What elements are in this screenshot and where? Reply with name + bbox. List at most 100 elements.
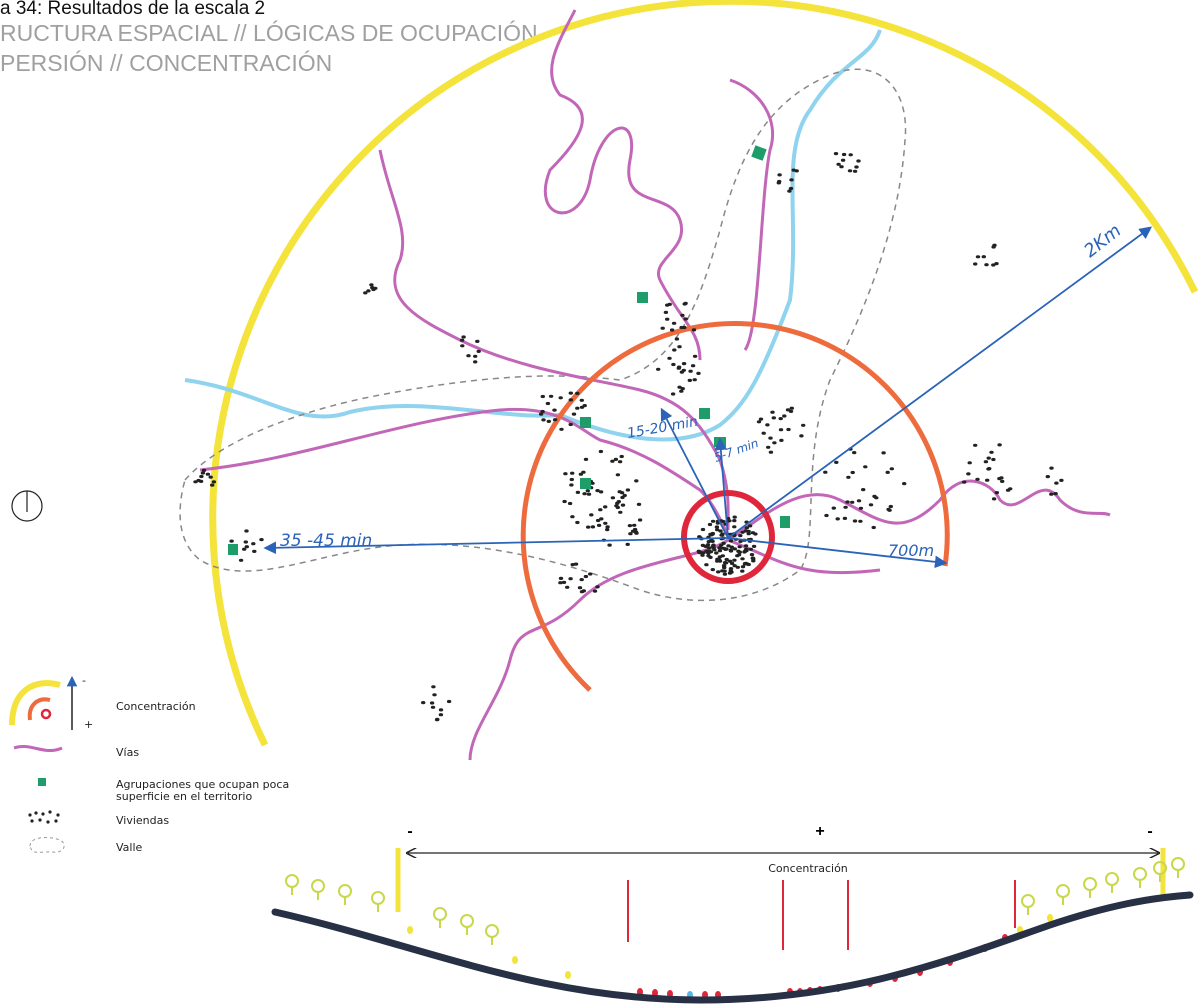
house bbox=[742, 562, 748, 566]
house bbox=[696, 371, 701, 375]
house bbox=[582, 492, 587, 496]
house bbox=[567, 501, 573, 506]
house bbox=[975, 255, 981, 259]
house bbox=[706, 540, 711, 544]
house bbox=[989, 450, 994, 454]
house bbox=[569, 483, 574, 487]
house bbox=[459, 338, 465, 342]
house bbox=[200, 471, 206, 475]
house bbox=[710, 568, 715, 572]
house bbox=[589, 513, 594, 517]
house bbox=[707, 522, 713, 527]
house bbox=[852, 451, 857, 455]
house bbox=[700, 527, 706, 532]
house bbox=[570, 515, 575, 519]
house bbox=[681, 368, 686, 372]
house bbox=[744, 526, 749, 530]
house bbox=[546, 419, 551, 423]
house bbox=[473, 360, 478, 364]
house bbox=[751, 559, 756, 563]
house bbox=[201, 468, 207, 472]
house bbox=[243, 540, 248, 544]
house bbox=[997, 443, 1002, 447]
time-label: 35 -45 min bbox=[280, 531, 372, 551]
house bbox=[568, 577, 573, 581]
tree bbox=[1083, 877, 1097, 891]
house bbox=[636, 502, 642, 506]
house bbox=[732, 525, 737, 529]
legend-label: Vías bbox=[116, 746, 139, 759]
house bbox=[581, 589, 586, 593]
section-marker: - bbox=[407, 823, 412, 840]
house bbox=[569, 477, 574, 482]
house bbox=[588, 572, 593, 576]
house bbox=[619, 454, 624, 459]
house bbox=[718, 546, 723, 550]
house bbox=[211, 480, 217, 484]
house bbox=[691, 328, 697, 332]
house bbox=[1049, 492, 1054, 496]
house bbox=[983, 460, 989, 464]
house bbox=[432, 693, 437, 697]
house bbox=[475, 339, 480, 343]
tree bbox=[338, 884, 352, 898]
house bbox=[740, 530, 745, 534]
house bbox=[598, 508, 603, 512]
house bbox=[885, 470, 890, 474]
tree bbox=[1171, 857, 1185, 871]
house bbox=[244, 545, 249, 549]
house bbox=[994, 262, 999, 266]
tree bbox=[1133, 867, 1147, 881]
house bbox=[671, 321, 677, 325]
house bbox=[740, 569, 745, 573]
house bbox=[1059, 478, 1064, 482]
house bbox=[590, 525, 596, 529]
house bbox=[622, 493, 627, 498]
house bbox=[856, 499, 862, 503]
house bbox=[841, 152, 847, 157]
house bbox=[835, 517, 840, 521]
house bbox=[1049, 466, 1054, 470]
title-line: RUCTURA ESPACIAL // LÓGICAS DE OCUPACIÓN bbox=[0, 20, 538, 46]
house bbox=[710, 539, 715, 544]
house bbox=[466, 354, 471, 358]
house bbox=[238, 558, 244, 562]
house bbox=[738, 534, 743, 538]
house bbox=[575, 520, 580, 525]
house bbox=[607, 543, 612, 547]
house bbox=[831, 506, 836, 510]
legend-label: superficie en el territorio bbox=[116, 790, 252, 803]
house bbox=[599, 517, 604, 521]
house bbox=[366, 289, 371, 293]
house bbox=[581, 470, 586, 474]
house bbox=[704, 549, 709, 553]
house bbox=[682, 325, 687, 330]
house bbox=[473, 354, 478, 358]
house bbox=[839, 165, 844, 169]
house bbox=[766, 445, 771, 449]
house bbox=[208, 475, 213, 479]
house bbox=[881, 451, 886, 455]
north-arrow bbox=[11, 490, 43, 522]
house bbox=[585, 489, 590, 493]
house bbox=[552, 408, 557, 412]
house bbox=[579, 578, 584, 582]
house bbox=[672, 348, 677, 352]
ground-dot bbox=[565, 971, 571, 979]
house bbox=[565, 585, 570, 589]
house bbox=[421, 701, 426, 705]
house bbox=[994, 491, 999, 495]
house bbox=[787, 189, 792, 193]
house bbox=[1000, 479, 1005, 483]
house bbox=[722, 561, 728, 565]
house bbox=[615, 501, 620, 505]
house bbox=[628, 532, 633, 536]
house bbox=[603, 521, 608, 525]
house bbox=[716, 570, 721, 574]
house bbox=[726, 544, 731, 548]
house bbox=[259, 538, 264, 542]
house bbox=[732, 519, 737, 523]
house bbox=[710, 519, 716, 523]
house bbox=[583, 574, 589, 579]
house bbox=[791, 168, 796, 172]
